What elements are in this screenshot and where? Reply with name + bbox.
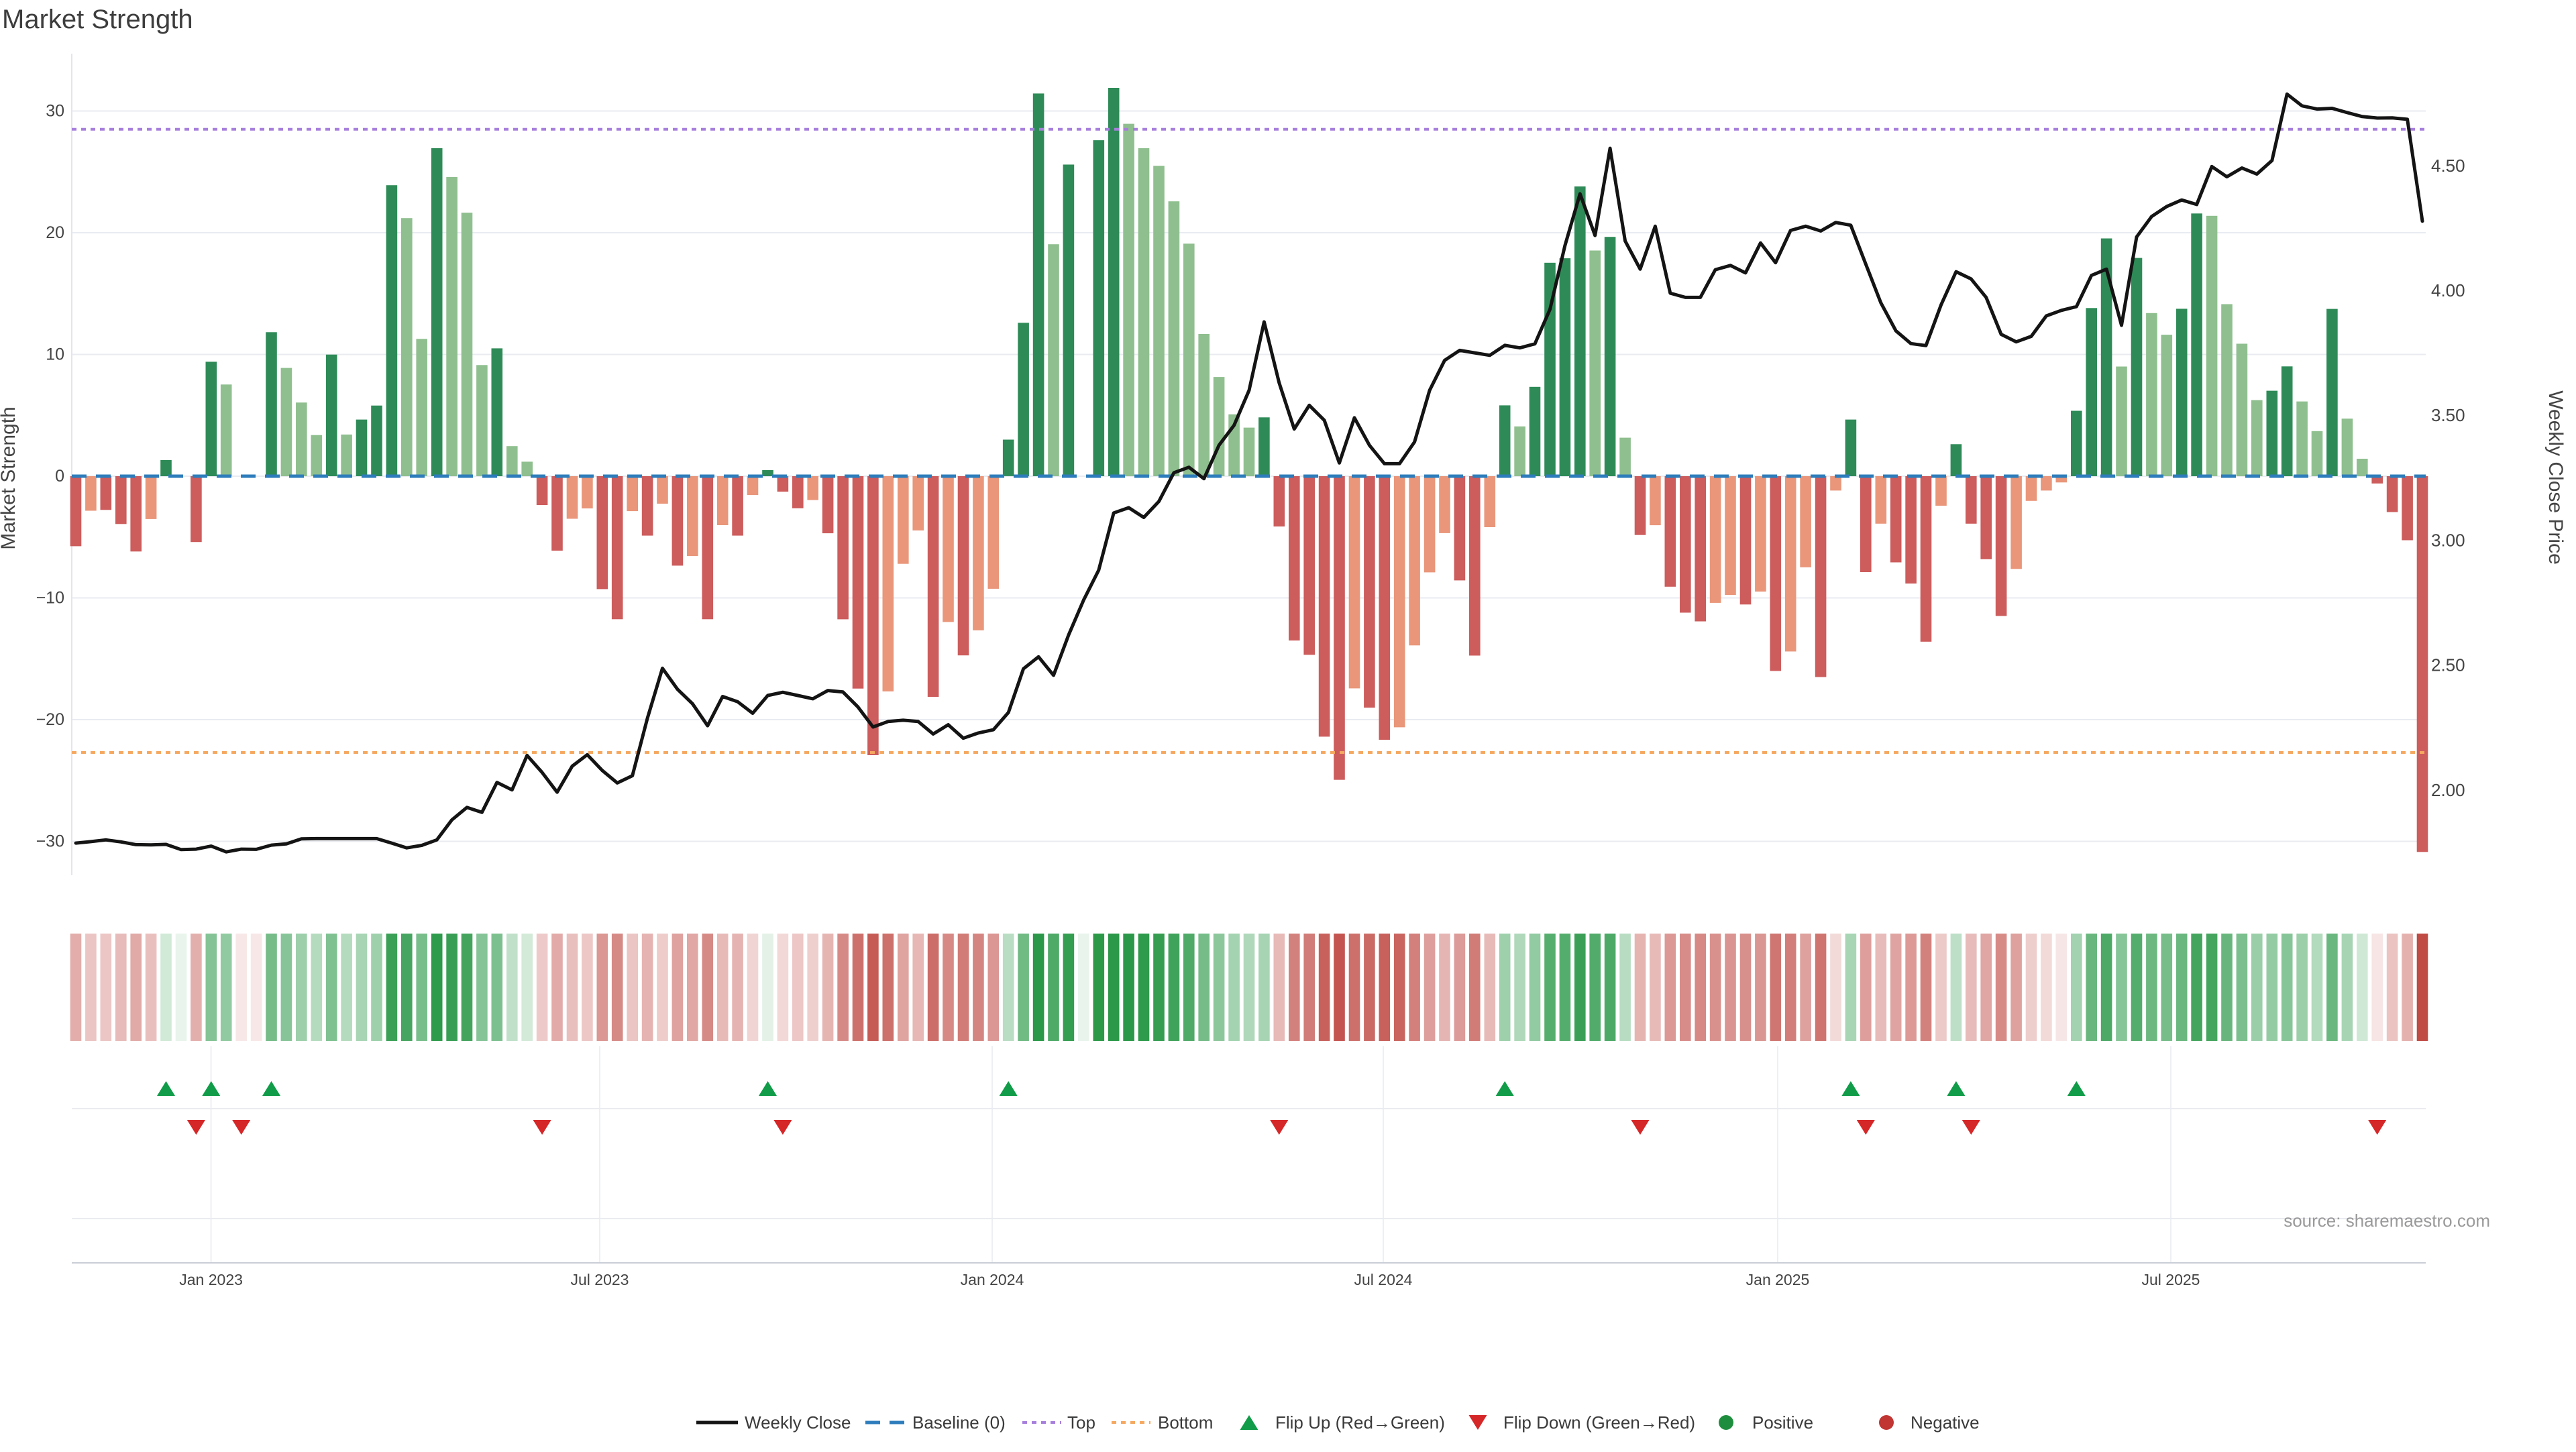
svg-text:Jul 2025: Jul 2025	[2142, 1271, 2200, 1288]
svg-text:Flip Up (Red→Green): Flip Up (Red→Green)	[1275, 1412, 1445, 1433]
svg-text:2.00: 2.00	[2431, 780, 2465, 800]
svg-text:Baseline (0): Baseline (0)	[912, 1412, 1006, 1433]
svg-text:30: 30	[46, 102, 64, 121]
svg-text:Market Strength: Market Strength	[0, 406, 19, 549]
svg-text:3.50: 3.50	[2431, 405, 2465, 425]
svg-text:Jul 2023: Jul 2023	[571, 1271, 629, 1288]
svg-text:source: sharemaestro.com: source: sharemaestro.com	[2284, 1211, 2490, 1231]
svg-text:Jan 2024: Jan 2024	[961, 1271, 1024, 1288]
svg-text:−30: −30	[36, 832, 64, 851]
svg-text:2.50: 2.50	[2431, 655, 2465, 675]
svg-text:−10: −10	[36, 589, 64, 608]
svg-text:Weekly Close: Weekly Close	[745, 1412, 851, 1433]
svg-text:Weekly Close Price: Weekly Close Price	[2544, 390, 2567, 565]
svg-text:4.00: 4.00	[2431, 280, 2465, 300]
svg-text:10: 10	[46, 345, 64, 364]
svg-text:0: 0	[55, 467, 64, 486]
svg-text:Jul 2024: Jul 2024	[1354, 1271, 1413, 1288]
svg-text:4.50: 4.50	[2431, 156, 2465, 176]
svg-text:Jan 2025: Jan 2025	[1746, 1271, 1810, 1288]
svg-text:Market Strength: Market Strength	[2, 5, 193, 34]
svg-text:20: 20	[46, 223, 64, 242]
svg-text:3.00: 3.00	[2431, 530, 2465, 550]
svg-text:Negative: Negative	[1911, 1412, 1980, 1433]
svg-text:Flip Down (Green→Red): Flip Down (Green→Red)	[1503, 1412, 1695, 1433]
svg-text:−20: −20	[36, 710, 64, 729]
svg-text:Top: Top	[1067, 1412, 1095, 1433]
svg-text:Jan 2023: Jan 2023	[179, 1271, 243, 1288]
svg-text:Positive: Positive	[1752, 1412, 1813, 1433]
svg-text:Bottom: Bottom	[1158, 1412, 1213, 1433]
